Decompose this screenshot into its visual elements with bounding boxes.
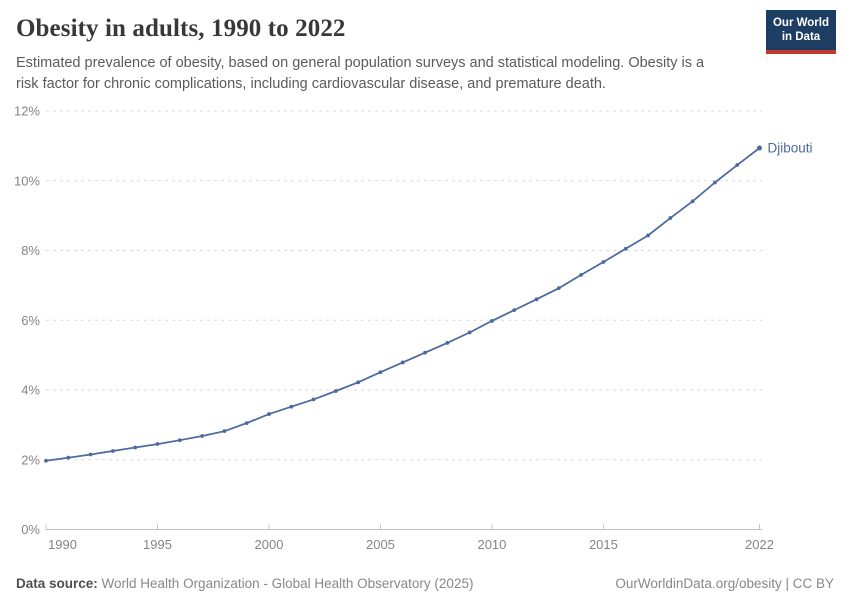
data-point[interactable] <box>556 286 561 291</box>
data-point[interactable] <box>289 404 294 409</box>
chart-footer: Data source: World Health Organization -… <box>0 576 850 591</box>
data-point[interactable] <box>222 429 227 434</box>
page-title: Obesity in adults, 1990 to 2022 <box>16 15 346 42</box>
data-point[interactable] <box>155 442 160 446</box>
data-point[interactable] <box>534 297 539 302</box>
data-point[interactable] <box>713 180 717 185</box>
y-tick-label: 6% <box>21 313 40 328</box>
x-tick-label: 2005 <box>366 537 395 552</box>
y-tick-label: 2% <box>21 452 40 467</box>
y-tick-label: 4% <box>21 383 40 398</box>
owid-logo[interactable]: Our World in Data <box>766 10 836 54</box>
data-source-value: World Health Organization - Global Healt… <box>97 576 474 591</box>
data-point[interactable] <box>735 163 740 167</box>
x-tick-label: 1995 <box>143 537 172 552</box>
data-point[interactable] <box>668 216 673 220</box>
data-point[interactable] <box>177 438 182 443</box>
trend-line[interactable] <box>45 147 761 462</box>
x-tick-label: 2000 <box>255 537 284 552</box>
data-point[interactable] <box>601 260 606 264</box>
data-point[interactable] <box>690 199 695 204</box>
y-tick-label: 12% <box>14 104 40 119</box>
data-point[interactable] <box>400 360 405 365</box>
data-point[interactable] <box>133 445 138 450</box>
owid-logo-line1: Our World <box>772 17 829 29</box>
data-point[interactable] <box>110 449 115 453</box>
data-point[interactable] <box>356 380 361 385</box>
data-point[interactable] <box>423 350 427 355</box>
y-tick-label: 8% <box>21 243 40 258</box>
data-point[interactable] <box>757 145 763 151</box>
data-point[interactable] <box>378 370 383 375</box>
data-source-label: Data source: <box>16 576 98 591</box>
data-point[interactable] <box>445 341 450 345</box>
data-point[interactable] <box>44 458 48 463</box>
data-point[interactable] <box>579 273 584 277</box>
y-tick-label: 0% <box>21 522 40 537</box>
owid-credit-link[interactable]: OurWorldinData.org/obesity | CC BY <box>615 576 834 591</box>
data-point[interactable] <box>467 330 472 335</box>
data-point[interactable] <box>623 246 628 251</box>
data-point[interactable] <box>244 421 249 426</box>
x-tick-label: 1990 <box>48 537 77 552</box>
data-source: Data source: World Health Organization -… <box>16 576 473 591</box>
owid-logo-line2: in Data <box>781 31 821 44</box>
data-point[interactable] <box>490 319 494 323</box>
x-tick-label: 2022 <box>745 537 774 552</box>
data-point[interactable] <box>512 308 517 313</box>
x-tick-label: 2015 <box>589 537 618 552</box>
data-point[interactable] <box>333 389 338 393</box>
chart-header: Obesity in adults, 1990 to 2022 Estimate… <box>16 14 756 95</box>
data-point[interactable] <box>646 233 650 238</box>
data-point[interactable] <box>311 397 316 402</box>
series-end-label[interactable]: Djibouti <box>768 140 813 155</box>
chart-subtitle: Estimated prevalence of obesity, based o… <box>16 55 705 93</box>
y-tick-label: 10% <box>14 173 40 188</box>
data-point[interactable] <box>88 452 93 457</box>
x-tick-label: 2010 <box>477 537 506 552</box>
data-point[interactable] <box>267 412 271 416</box>
data-point[interactable] <box>66 455 71 460</box>
data-point[interactable] <box>200 434 204 438</box>
